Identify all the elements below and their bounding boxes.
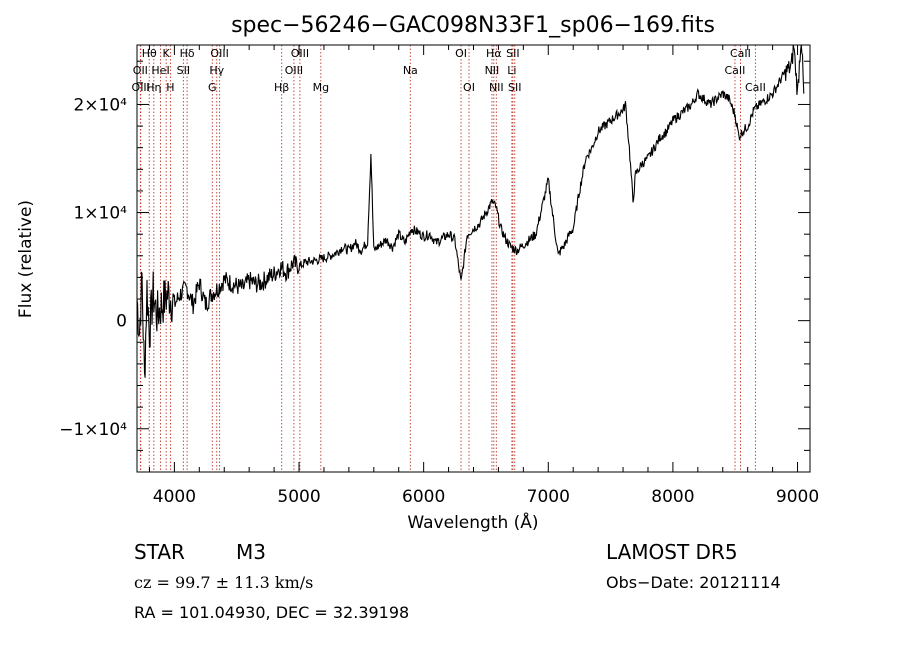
line-marker-label: CaII	[745, 81, 766, 94]
line-marker-label: G	[208, 81, 217, 94]
line-marker-label: SII	[508, 81, 521, 94]
line-markers	[139, 45, 756, 472]
line-marker-label: Hβ	[274, 81, 289, 94]
plot-frame	[136, 44, 811, 473]
y-tick-label: 2×10⁴	[73, 95, 127, 115]
line-marker-label: Hδ	[180, 47, 195, 60]
x-axis-label: Wavelength (Å)	[407, 511, 538, 533]
object-subclass: M3	[236, 540, 266, 564]
line-marker-label: NII	[489, 81, 504, 94]
observation-date: Obs−Date: 20121114	[606, 573, 781, 592]
line-marker-label: Mg	[313, 81, 329, 94]
spectrum-line	[136, 44, 805, 378]
object-class: STAR	[134, 540, 185, 564]
sky-coordinates: RA = 101.04930, DEC = 32.39198	[134, 603, 410, 622]
line-marker-label: Li	[507, 64, 516, 77]
line-marker-label: CaII	[725, 64, 746, 77]
line-marker-label: Hα	[486, 47, 502, 60]
line-marker-label: OII	[133, 64, 148, 77]
line-marker-label: OIII	[285, 64, 303, 77]
x-tick-label: 4000	[153, 487, 196, 507]
chart-title: spec−56246−GAC098N33F1_sp06−169.fits	[231, 13, 715, 38]
y-tick-label: 0	[116, 312, 127, 332]
line-marker-label: NII	[485, 64, 500, 77]
line-marker-label: K	[163, 47, 171, 60]
line-marker-label: OIII	[291, 47, 309, 60]
line-marker-label: HeI	[151, 64, 169, 77]
y-tick-label: 1×10⁴	[73, 204, 127, 224]
line-marker-label: SII	[506, 47, 519, 60]
line-marker-label: Hθ	[142, 47, 157, 60]
x-tick-label: 5000	[277, 487, 320, 507]
line-marker-label: H	[166, 81, 174, 94]
survey-name: LAMOST DR5	[606, 540, 738, 564]
axis-ticks: 4000 5000 6000 7000 8000 9000 −1×10⁴ 0 1×10⁴ 2×10…	[59, 45, 819, 507]
line-marker-label: SII	[177, 64, 190, 77]
line-marker-label: Na	[403, 64, 418, 77]
x-tick-label: 9000	[776, 487, 819, 507]
line-marker-label: Hη	[146, 81, 161, 94]
line-marker-label: Hγ	[209, 64, 224, 77]
line-marker-label: OIII	[210, 47, 228, 60]
x-tick-label: 8000	[651, 487, 694, 507]
redshift-velocity: cz = 99.7 ± 11.3 km/s	[134, 573, 314, 592]
line-marker-label: OI	[463, 81, 475, 94]
line-marker-label: OI	[455, 47, 467, 60]
x-tick-label: 6000	[402, 487, 445, 507]
line-marker-label: OIII	[132, 81, 150, 94]
y-axis-label: Flux (relative)	[16, 200, 36, 318]
y-tick-label: −1×10⁴	[59, 420, 127, 440]
x-tick-label: 7000	[527, 487, 570, 507]
line-marker-label: CaII	[730, 47, 751, 60]
